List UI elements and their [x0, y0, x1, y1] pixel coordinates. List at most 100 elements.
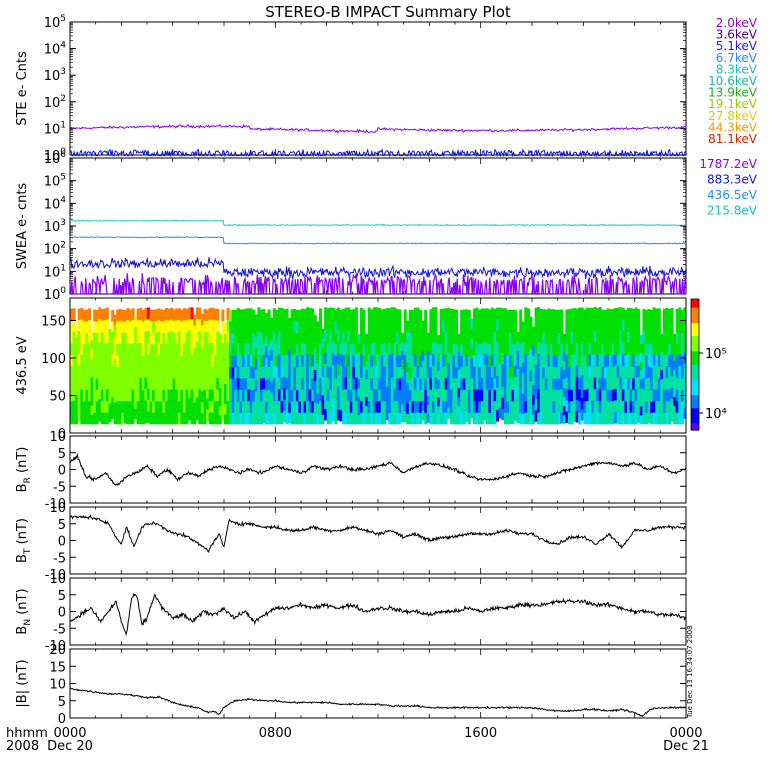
heatmap-cell — [437, 379, 440, 389]
heatmap-cell — [660, 333, 664, 343]
heatmap-cell — [537, 377, 541, 390]
heatmap-cell — [257, 354, 261, 366]
heatmap-cell — [670, 364, 674, 377]
heatmap-cell — [398, 366, 402, 379]
heatmap-cell — [352, 389, 356, 402]
heatmap-cell — [619, 389, 623, 401]
heatmap-cell — [170, 365, 174, 378]
heatmap-cell — [444, 400, 448, 413]
heatmap-cell — [537, 318, 541, 331]
heatmap-cell — [488, 332, 492, 345]
heatmap-cell — [121, 355, 125, 368]
heatmap-cell — [642, 354, 646, 367]
heatmap-cell — [650, 412, 654, 425]
heatmap-cell — [147, 376, 150, 389]
heatmap-cell — [550, 309, 553, 321]
heatmap-cell — [606, 366, 610, 379]
heatmap-cell — [206, 309, 209, 321]
heatmap-cell — [283, 376, 286, 389]
heatmap-cell — [547, 331, 551, 344]
heatmap-cell — [167, 354, 171, 367]
heatmap-cell — [560, 400, 564, 413]
heatmap-cell — [529, 327, 533, 339]
heatmap-cell — [378, 331, 381, 344]
heatmap-cell — [627, 412, 630, 425]
heatmap-cell — [578, 342, 582, 355]
heatmap-cell — [383, 343, 387, 356]
heatmap-cell — [134, 337, 138, 348]
heatmap-cell — [167, 331, 171, 344]
heatmap-cell — [159, 378, 163, 390]
heatmap-cell — [144, 388, 148, 401]
heatmap-cell — [265, 357, 269, 369]
heatmap-cell — [195, 318, 199, 331]
heatmap-cell — [177, 343, 181, 355]
heatmap-cell — [349, 389, 353, 402]
heatmap-cell — [680, 344, 684, 356]
heatmap-cell — [113, 358, 117, 370]
heatmap-cell — [111, 397, 115, 409]
heatmap-cell — [306, 330, 310, 343]
heatmap-cell — [526, 343, 530, 355]
heatmap-cell — [460, 366, 464, 379]
heatmap-cell — [93, 366, 97, 379]
heatmap-cell — [421, 330, 425, 341]
heatmap-cell — [147, 365, 150, 377]
heatmap-cell — [303, 366, 307, 379]
heatmap-cell — [378, 308, 381, 320]
heatmap-cell — [259, 401, 263, 413]
heatmap-cell — [378, 400, 381, 413]
heatmap-cell — [411, 367, 415, 379]
heatmap-cell — [480, 400, 484, 413]
heatmap-cell — [447, 396, 451, 408]
heatmap-cell — [498, 396, 502, 408]
heatmap-cell — [267, 332, 271, 345]
colorbar-segment — [691, 340, 699, 344]
heatmap-cell — [562, 387, 566, 398]
heatmap-cell — [303, 389, 307, 402]
heatmap-cell — [465, 320, 469, 333]
heatmap-cell — [583, 412, 587, 425]
heatmap-cell — [100, 377, 104, 390]
heatmap-cell — [108, 329, 112, 339]
heatmap-cell — [224, 363, 227, 375]
heatmap-cell — [390, 342, 394, 355]
heatmap-cell — [339, 343, 343, 355]
heatmap-cell — [442, 366, 446, 379]
heatmap-cell — [75, 404, 79, 415]
heatmap-cell — [283, 365, 286, 378]
heatmap-cell — [159, 366, 163, 379]
heatmap-cell — [457, 378, 461, 389]
heatmap-cell — [511, 321, 515, 333]
heatmap-cell — [514, 387, 517, 399]
heatmap-cell — [629, 389, 633, 402]
heatmap-cell — [162, 378, 166, 390]
heatmap-cell — [601, 412, 605, 425]
heatmap-cell — [311, 400, 315, 413]
heatmap-cell — [80, 342, 84, 355]
heatmap-cell — [293, 355, 297, 367]
heatmap-cell — [624, 344, 628, 356]
heatmap-cell — [465, 309, 469, 321]
heatmap-cell — [668, 332, 671, 344]
heatmap-cell — [565, 366, 569, 378]
heatmap-cell — [152, 321, 156, 333]
colorbar-segment — [691, 362, 699, 366]
heatmap-cell — [575, 376, 579, 389]
heatmap-cell — [154, 332, 158, 344]
heatmap-cell — [72, 331, 76, 344]
heatmap-cell — [560, 377, 564, 390]
heatmap-cell — [424, 332, 428, 345]
heatmap-cell — [103, 354, 107, 367]
heatmap-cell — [229, 401, 233, 413]
heatmap-cell — [614, 342, 618, 355]
heatmap-cell — [82, 321, 86, 333]
heatmap-cell — [167, 343, 171, 355]
heatmap-cell — [144, 377, 148, 389]
heatmap-cell — [224, 393, 227, 405]
heatmap-cell — [480, 320, 484, 332]
y-tick-label: 15 — [49, 660, 66, 675]
colorbar-segment — [691, 371, 699, 374]
heatmap-cell — [362, 366, 366, 379]
heatmap-cell — [401, 368, 405, 378]
